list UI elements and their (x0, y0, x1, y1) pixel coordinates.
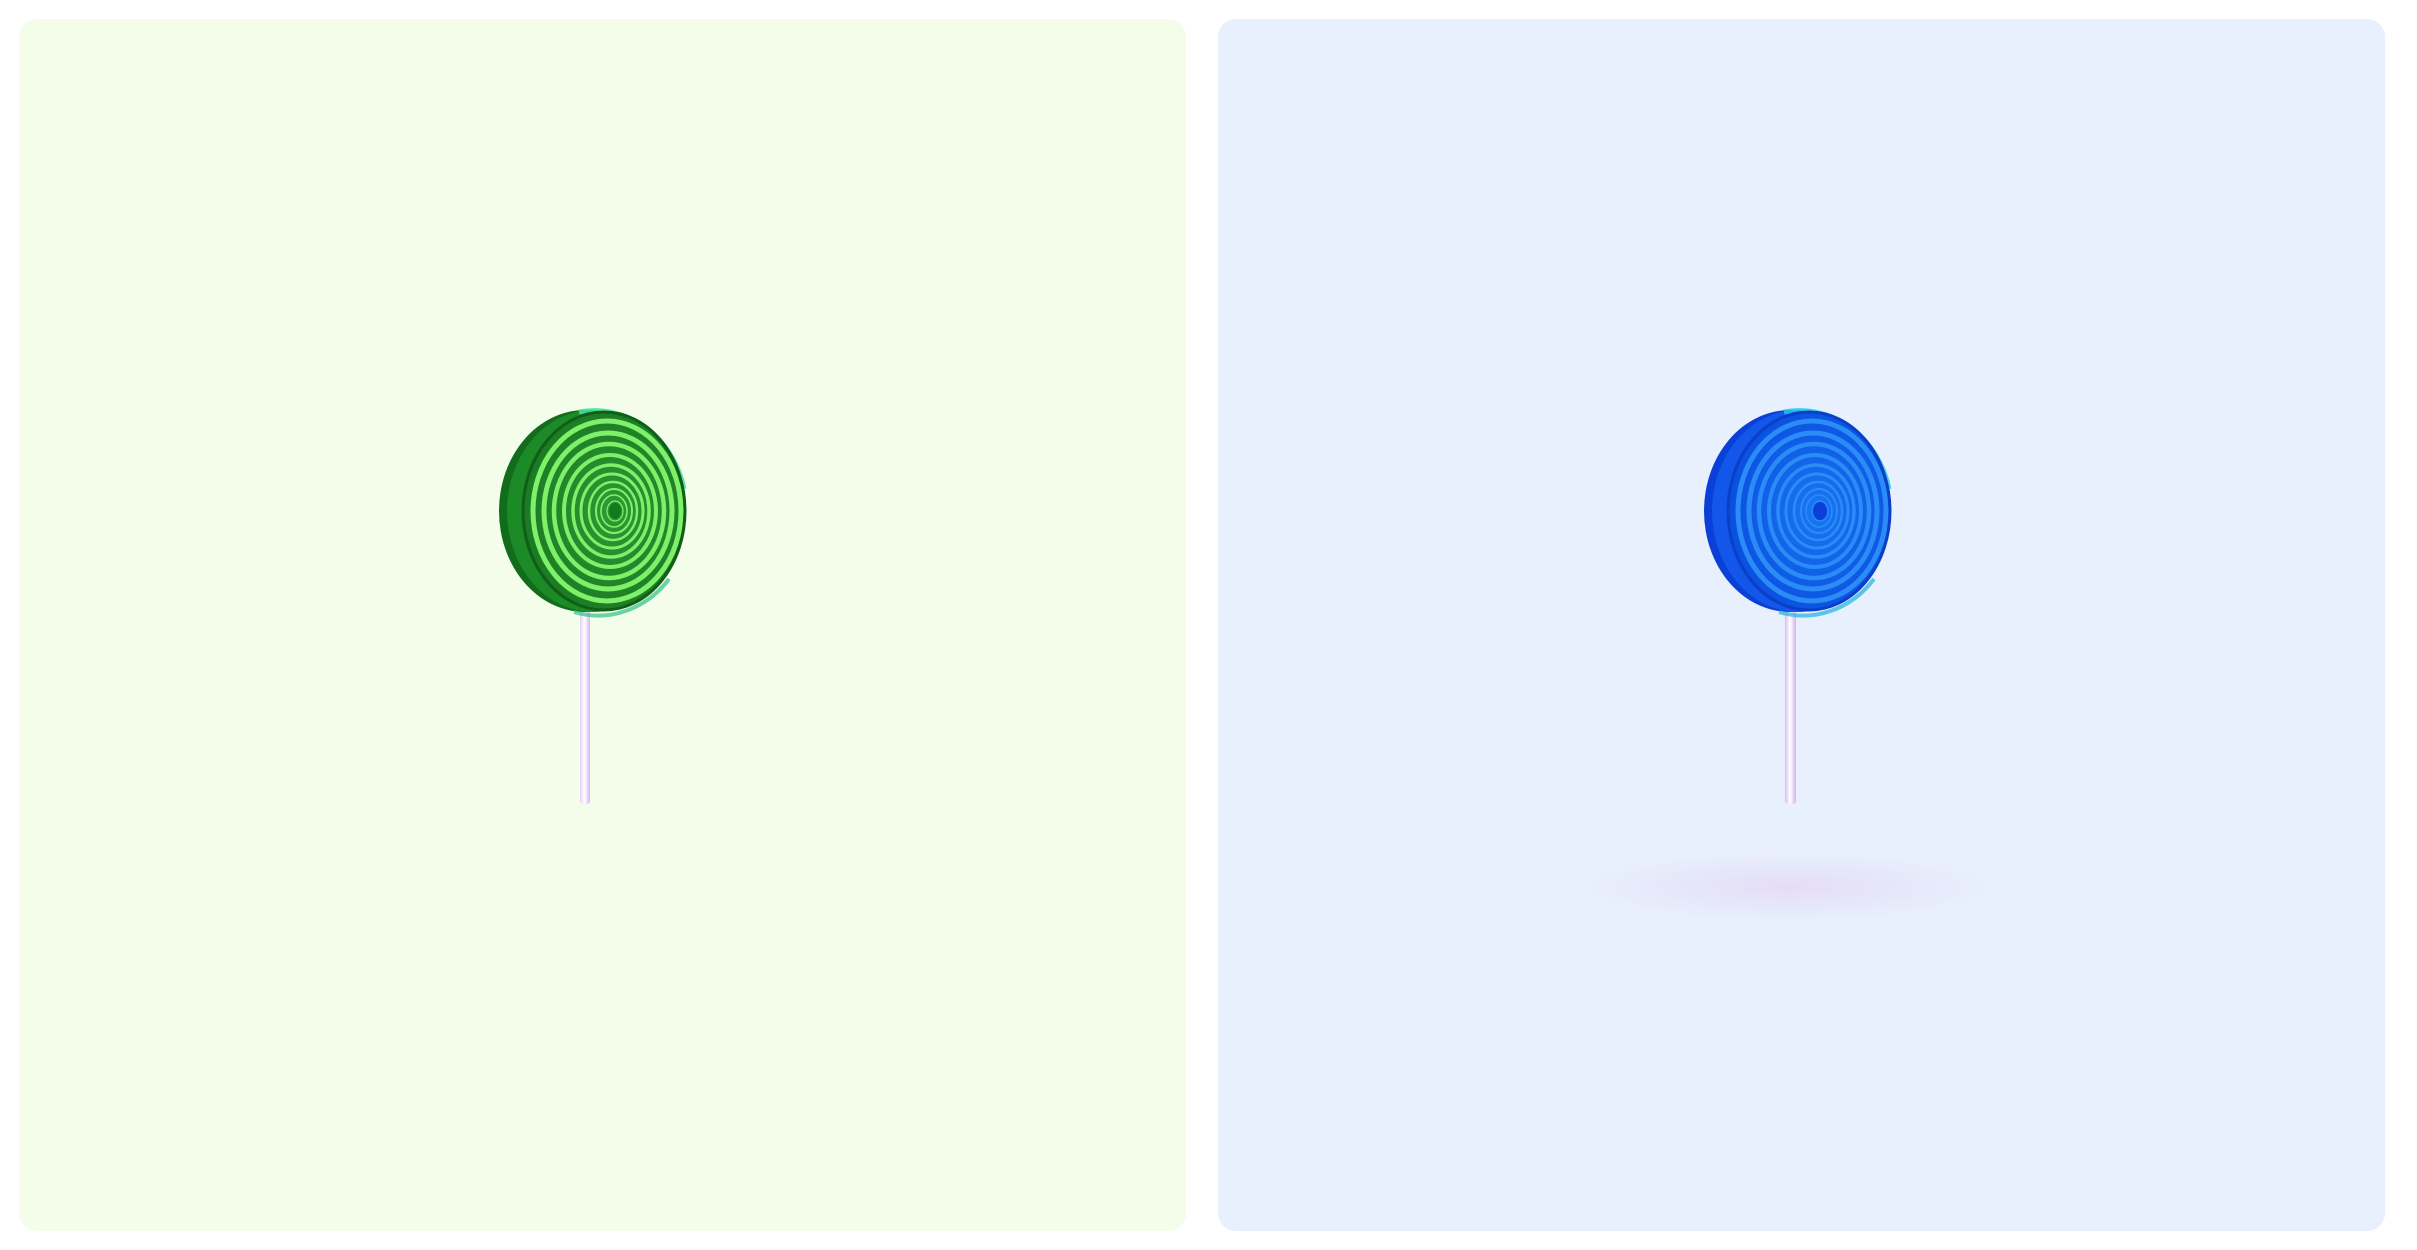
lollipop (1704, 408, 1892, 804)
panel-background (19, 19, 1186, 1231)
lollipop-stick (580, 604, 590, 804)
green-lollipop-panel (19, 19, 1186, 1231)
candy-center (1813, 502, 1827, 520)
blue-lollipop-panel (1218, 19, 2385, 1231)
green-lollipop-illustration (19, 19, 1186, 1231)
candy-spiral (1735, 418, 1889, 604)
lollipop-shadow (1578, 851, 1998, 923)
panel-background (1218, 19, 2385, 1231)
blue-lollipop-illustration (1218, 19, 2385, 1231)
lollipop-stick (1785, 604, 1796, 804)
candy-center (609, 503, 621, 519)
lollipop (499, 408, 687, 804)
candy-spiral (530, 418, 684, 604)
